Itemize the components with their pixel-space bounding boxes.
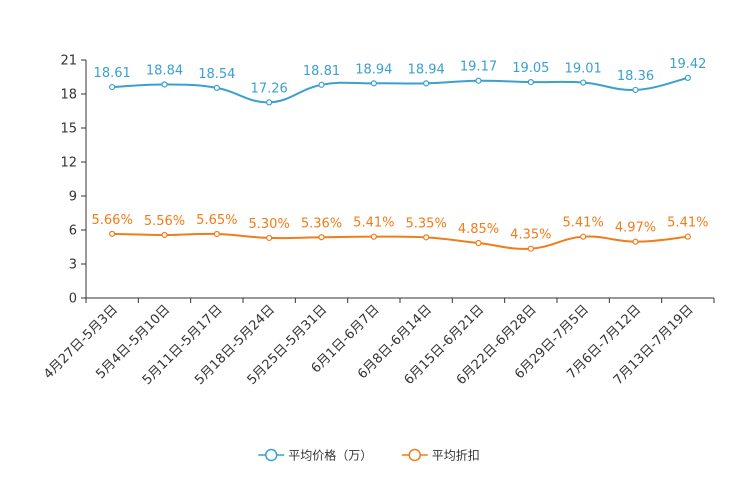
legend-marker-1 bbox=[408, 448, 421, 462]
data-label: 19.05 bbox=[512, 61, 549, 76]
data-point bbox=[632, 238, 639, 245]
data-point bbox=[527, 78, 534, 86]
data-label: 4.85% bbox=[458, 222, 499, 237]
data-label: 19.17 bbox=[460, 60, 497, 75]
data-point bbox=[266, 99, 273, 106]
data-point bbox=[318, 234, 325, 241]
data-label: 5.30% bbox=[249, 217, 290, 232]
data-point bbox=[580, 79, 587, 86]
data-label: 5.56% bbox=[144, 214, 185, 229]
y-tick-label: 18 bbox=[60, 88, 77, 103]
y-tick-label: 3 bbox=[69, 258, 77, 273]
data-point bbox=[684, 233, 691, 240]
data-label: 18.36 bbox=[617, 69, 654, 84]
data-point bbox=[370, 233, 377, 240]
data-point bbox=[475, 77, 482, 84]
data-label: 4.35% bbox=[510, 228, 551, 243]
legend-marker-0 bbox=[265, 448, 278, 462]
data-label: 5.41% bbox=[667, 216, 708, 231]
data-label: 17.26 bbox=[251, 81, 288, 96]
legend-label-0: 平均价格（万） bbox=[288, 448, 372, 463]
data-point bbox=[213, 230, 220, 238]
data-point bbox=[580, 233, 587, 240]
data-point bbox=[213, 84, 220, 91]
data-point bbox=[684, 74, 691, 82]
data-point bbox=[475, 239, 482, 247]
data-point bbox=[161, 81, 168, 88]
series-line-1 bbox=[112, 232, 688, 250]
data-label: 18.81 bbox=[303, 64, 340, 79]
data-point bbox=[109, 230, 116, 237]
data-label: 5.41% bbox=[353, 216, 394, 231]
data-label: 18.94 bbox=[408, 62, 445, 77]
data-label: 19.42 bbox=[669, 57, 706, 72]
data-point bbox=[423, 80, 430, 87]
data-label: 19.01 bbox=[565, 62, 602, 77]
y-tick-label: 9 bbox=[69, 190, 77, 205]
y-tick-label: 6 bbox=[69, 224, 77, 239]
data-label: 18.94 bbox=[355, 62, 392, 77]
data-label: 5.35% bbox=[406, 216, 447, 231]
y-tick-label: 0 bbox=[69, 292, 77, 307]
data-label: 5.36% bbox=[301, 216, 342, 231]
legend-label-1: 平均折扣 bbox=[432, 448, 480, 463]
data-point bbox=[109, 83, 116, 91]
data-label: 18.54 bbox=[198, 67, 235, 82]
y-tick-label: 12 bbox=[60, 156, 77, 171]
data-point bbox=[527, 245, 534, 252]
series-line-0 bbox=[112, 76, 689, 104]
data-label: 5.66% bbox=[92, 213, 133, 228]
data-label: 4.97% bbox=[615, 221, 656, 236]
data-point bbox=[266, 234, 273, 242]
data-label: 5.41% bbox=[563, 216, 604, 231]
data-point bbox=[318, 81, 325, 88]
data-point bbox=[370, 80, 377, 87]
y-tick-label: 21 bbox=[60, 54, 77, 69]
data-label: 18.84 bbox=[146, 63, 183, 78]
data-point bbox=[423, 234, 430, 241]
data-point bbox=[632, 86, 639, 94]
y-tick-label: 15 bbox=[60, 122, 77, 137]
data-point bbox=[161, 231, 168, 239]
data-label: 18.61 bbox=[94, 66, 131, 81]
data-label: 5.65% bbox=[196, 213, 237, 228]
